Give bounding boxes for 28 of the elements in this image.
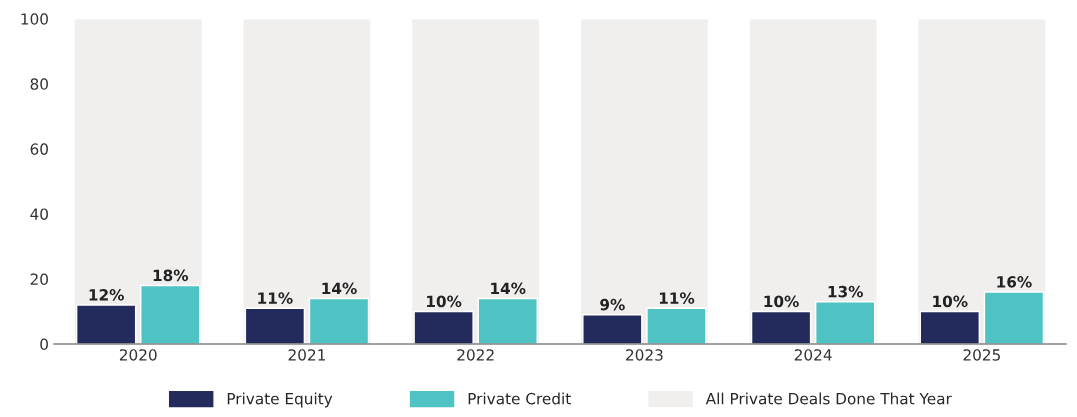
- data-label: 10%: [427, 295, 462, 308]
- data-label: 10%: [764, 295, 799, 308]
- data-label: 13%: [828, 285, 863, 298]
- data-label: 11%: [258, 292, 293, 304]
- data-label: 12%: [89, 289, 124, 301]
- data-label: 10%: [933, 295, 968, 308]
- x-tick-label: 2021: [288, 349, 325, 361]
- y-tick-label: 0: [40, 338, 48, 351]
- y-tick-label: 60: [30, 143, 48, 155]
- y-tick-label: 40: [30, 208, 48, 220]
- y-tick-label: 20: [30, 273, 48, 285]
- x-tick-label: 2023: [626, 349, 663, 361]
- legend-label: Private Credit: [468, 392, 571, 405]
- bar: [579, 18, 710, 345]
- y-tick-label: 80: [30, 78, 48, 90]
- data-label: 18%: [153, 269, 189, 282]
- x-tick-label: 2020: [119, 349, 157, 361]
- data-label: 16%: [997, 276, 1032, 288]
- x-tick-label: 2024: [794, 349, 832, 361]
- legend-label: Private Equity: [227, 392, 333, 408]
- data-label: 11%: [659, 292, 695, 304]
- x-tick-label: 2022: [457, 349, 494, 361]
- data-label: 9%: [600, 298, 625, 311]
- y-tick-label: 100: [21, 13, 48, 25]
- data-label: 14%: [322, 282, 357, 295]
- x-tick-label: 2025: [963, 349, 1000, 361]
- legend-label: All Private Deals Done That Year: [705, 392, 952, 405]
- data-label: 14%: [491, 282, 526, 295]
